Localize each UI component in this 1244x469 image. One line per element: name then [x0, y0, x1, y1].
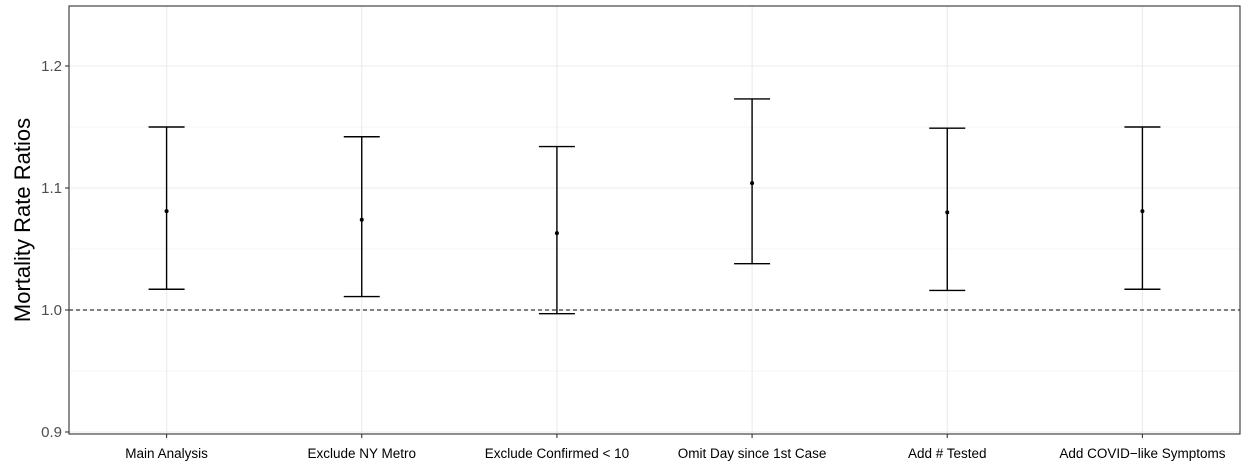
y-tick-label: 1.1 — [41, 180, 62, 197]
errorbar-3 — [734, 98, 771, 265]
x-tick-label: Main Analysis — [125, 446, 208, 461]
errorbar-0 — [148, 126, 185, 290]
y-axis: 0.9 1.0 1.1 1.2 — [41, 58, 69, 441]
panel-border — [68, 5, 1241, 435]
x-tick-label: Omit Day since 1st Case — [678, 446, 827, 461]
x-tick-label: Add COVID−like Symptoms — [1059, 446, 1225, 461]
point-estimate — [554, 231, 559, 236]
x-tick-label: Exclude NY Metro — [307, 446, 416, 461]
x-tick-label: Exclude Confirmed < 10 — [485, 446, 629, 461]
error-bars — [148, 98, 1161, 315]
y-tick-label: 1.0 — [41, 302, 62, 319]
y-axis-title: Mortality Rate Ratios — [10, 118, 35, 322]
point-estimate — [359, 217, 364, 222]
point-estimate — [750, 181, 755, 186]
errorbar-2 — [538, 145, 575, 315]
errorbar-1 — [343, 136, 380, 298]
minor-gridlines — [69, 126, 1240, 372]
y-tick-label: 0.9 — [41, 424, 62, 441]
errorbar-4 — [929, 127, 966, 292]
point-estimate — [164, 209, 169, 214]
x-tick-label: Add # Tested — [908, 446, 987, 461]
errorbar-5 — [1124, 126, 1161, 290]
y-tick-label: 1.2 — [41, 58, 62, 75]
panel-background — [69, 6, 1240, 434]
point-estimate — [945, 210, 950, 215]
point-estimate — [1140, 209, 1145, 214]
x-axis: Main Analysis Exclude NY Metro Exclude Con… — [125, 434, 1226, 461]
